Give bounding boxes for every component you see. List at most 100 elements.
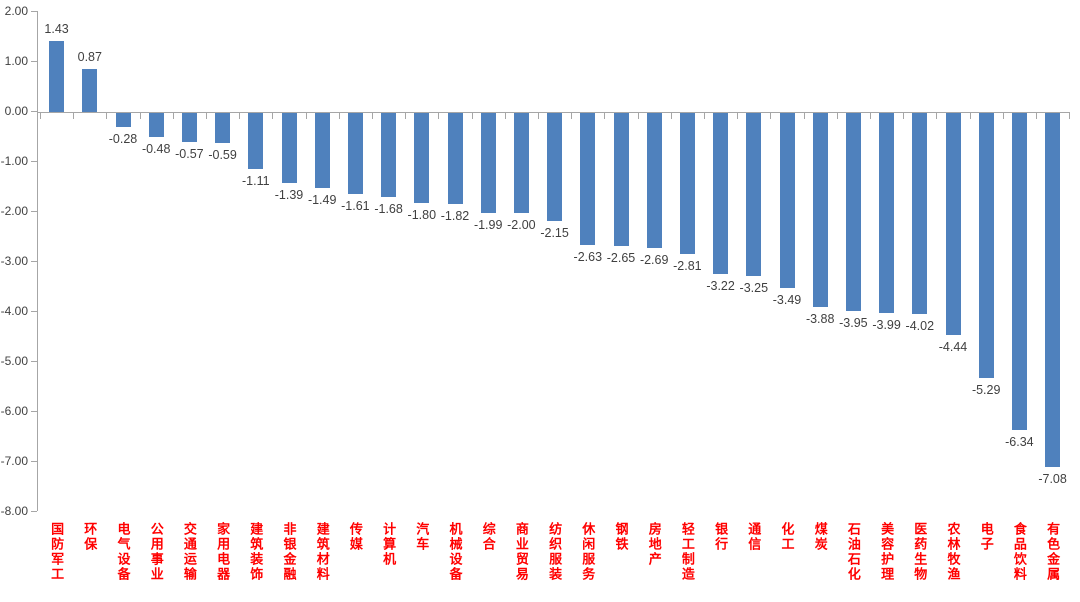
bar-value-label: -1.82 bbox=[440, 209, 470, 223]
category-label: 交通运输 bbox=[181, 522, 197, 582]
bar bbox=[679, 113, 695, 254]
x-axis-tick bbox=[604, 113, 606, 119]
x-axis-tick bbox=[670, 113, 672, 119]
category-label: 医药生物 bbox=[912, 522, 928, 582]
bar bbox=[746, 113, 762, 276]
x-axis-tick bbox=[73, 113, 75, 119]
bar bbox=[646, 113, 662, 248]
y-axis-tick-label: -2.00 bbox=[0, 204, 28, 218]
y-axis-tick-label: -4.00 bbox=[0, 304, 28, 318]
x-axis-tick bbox=[438, 113, 440, 119]
y-axis-tick bbox=[31, 311, 37, 312]
y-axis-tick-label: -6.00 bbox=[0, 404, 28, 418]
bar bbox=[945, 113, 961, 335]
bar bbox=[281, 113, 297, 183]
bar bbox=[148, 113, 164, 137]
y-axis-tick bbox=[31, 461, 37, 462]
y-axis-tick bbox=[31, 511, 37, 512]
bar-value-label: -3.88 bbox=[805, 312, 835, 326]
bar-value-label: -2.65 bbox=[606, 250, 636, 265]
y-axis-tick-label: -1.00 bbox=[0, 154, 28, 168]
category-label: 建筑材料 bbox=[314, 522, 330, 582]
y-axis-tick-label: -8.00 bbox=[0, 504, 28, 518]
category-label: 环保 bbox=[82, 522, 98, 552]
category-label: 轻工制造 bbox=[679, 522, 695, 582]
category-label: 汽车 bbox=[414, 522, 430, 552]
bar bbox=[713, 113, 729, 274]
category-label: 计算机 bbox=[381, 522, 397, 567]
bar bbox=[547, 113, 563, 221]
x-axis-tick bbox=[969, 113, 971, 119]
bar bbox=[82, 68, 98, 112]
bar-value-label: -2.15 bbox=[540, 225, 569, 240]
x-axis-tick bbox=[737, 113, 739, 119]
bar-value-label: -0.57 bbox=[175, 146, 204, 161]
bar-value-label: -1.99 bbox=[473, 217, 503, 232]
category-label: 综合 bbox=[480, 522, 496, 552]
bar bbox=[347, 113, 363, 194]
x-axis-tick bbox=[372, 113, 373, 119]
x-axis-tick bbox=[172, 113, 174, 119]
bar bbox=[779, 113, 795, 288]
category-label: 建筑装饰 bbox=[248, 522, 264, 582]
y-axis-line bbox=[37, 11, 38, 511]
bar bbox=[580, 113, 596, 245]
bar-value-label: -3.95 bbox=[839, 315, 868, 330]
bar-value-label: -1.68 bbox=[374, 202, 403, 216]
bar-value-label: -1.49 bbox=[307, 192, 337, 207]
bar bbox=[480, 113, 496, 213]
bar-value-label: -2.81 bbox=[673, 258, 702, 273]
x-axis-tick bbox=[272, 113, 274, 119]
bar bbox=[181, 113, 197, 142]
bar bbox=[49, 40, 65, 112]
x-axis-tick bbox=[903, 113, 905, 119]
bar-value-label: -6.34 bbox=[1005, 435, 1034, 449]
bar-value-label: -0.28 bbox=[108, 132, 138, 146]
y-axis-tick-label: -3.00 bbox=[0, 254, 28, 268]
category-label: 国防军工 bbox=[49, 522, 65, 582]
bar-value-label: -1.80 bbox=[407, 208, 437, 222]
y-axis-tick bbox=[31, 111, 37, 112]
y-axis-tick bbox=[31, 261, 37, 262]
x-axis-tick bbox=[206, 113, 207, 119]
x-axis-tick bbox=[139, 113, 141, 119]
bar bbox=[215, 113, 231, 143]
category-label: 电气设备 bbox=[115, 522, 131, 582]
category-label: 公用事业 bbox=[148, 522, 164, 582]
category-label: 美容护理 bbox=[879, 522, 895, 582]
bar bbox=[978, 113, 994, 378]
category-label: 农林牧渔 bbox=[945, 522, 961, 582]
bar bbox=[381, 113, 397, 197]
bar-value-label: -0.59 bbox=[208, 147, 237, 162]
x-axis-tick bbox=[538, 113, 539, 119]
bar bbox=[115, 113, 131, 127]
bar-value-label: 0.87 bbox=[77, 49, 102, 64]
bar bbox=[513, 113, 529, 213]
x-axis-tick bbox=[471, 113, 473, 119]
y-axis-tick bbox=[31, 211, 37, 212]
y-axis-tick-label: 2.00 bbox=[4, 4, 28, 18]
x-axis-tick bbox=[936, 113, 938, 119]
x-axis-tick bbox=[305, 113, 307, 119]
y-axis-tick bbox=[31, 361, 37, 362]
bar bbox=[812, 113, 828, 307]
bar-value-label: -3.49 bbox=[772, 292, 802, 307]
category-label: 电子 bbox=[978, 522, 994, 552]
bar-value-label: -3.99 bbox=[872, 317, 901, 332]
y-axis-tick-label: -7.00 bbox=[0, 454, 28, 468]
bar-value-label: -2.69 bbox=[639, 252, 669, 267]
x-axis-tick bbox=[405, 113, 407, 119]
category-label: 商业贸易 bbox=[513, 522, 529, 582]
bar bbox=[1011, 113, 1027, 430]
bar bbox=[879, 113, 895, 313]
x-axis-tick bbox=[571, 113, 573, 119]
category-label: 化工 bbox=[779, 522, 795, 552]
category-label: 有色金属 bbox=[1045, 522, 1061, 582]
x-axis-tick bbox=[803, 113, 805, 119]
x-axis-tick bbox=[106, 113, 108, 119]
bar-value-label: -2.63 bbox=[573, 249, 603, 264]
bar-value-label: -0.48 bbox=[141, 142, 171, 156]
category-label: 银行 bbox=[713, 522, 729, 552]
bar-value-label: -2.00 bbox=[507, 218, 536, 232]
